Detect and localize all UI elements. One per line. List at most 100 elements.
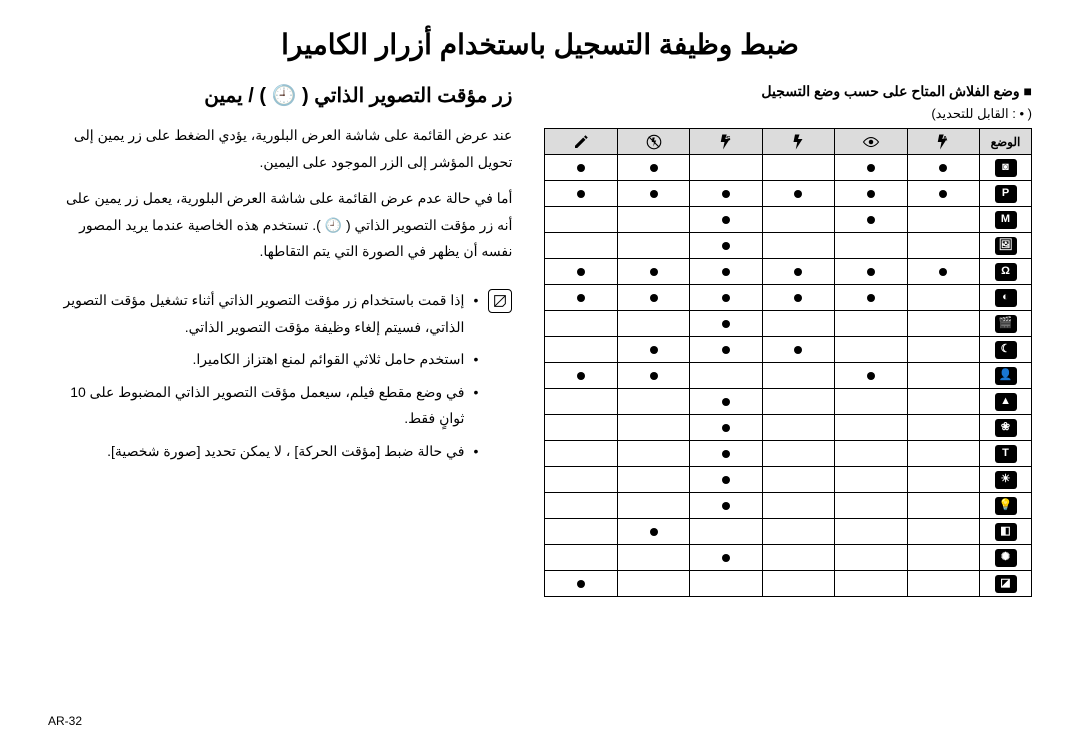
availability-cell: [617, 571, 689, 597]
availability-cell: [907, 493, 979, 519]
table-row: ☀: [545, 467, 1032, 493]
availability-cell: [690, 519, 762, 545]
availability-cell: [545, 389, 618, 415]
availability-cell: [835, 519, 907, 545]
tips-box: إذا قمت باستخدام زر مؤقت التصوير الذاتي …: [48, 287, 512, 471]
availability-cell: [762, 233, 834, 259]
table-row: M: [545, 207, 1032, 233]
dot-icon: [794, 294, 802, 302]
availability-cell: [907, 441, 979, 467]
dot-icon: [650, 268, 658, 276]
availability-cell: [545, 311, 618, 337]
dot-icon: [722, 294, 730, 302]
mode-icon: ❀: [995, 419, 1017, 437]
availability-cell: [545, 467, 618, 493]
dot-icon: [650, 190, 658, 198]
dot-icon: [650, 528, 658, 536]
dot-icon: [939, 190, 947, 198]
flash-mode-section: ■ وضع الفلاش المتاح على حسب وضع التسجيل …: [544, 83, 1032, 597]
availability-cell: [835, 155, 907, 181]
table-row: P: [545, 181, 1032, 207]
flash-mode-table: الوضع A: [544, 128, 1032, 597]
col-mode: الوضع: [980, 129, 1032, 155]
availability-cell: [835, 571, 907, 597]
availability-cell: [907, 285, 979, 311]
availability-cell: [545, 493, 618, 519]
dot-icon: [867, 372, 875, 380]
availability-cell: [690, 207, 762, 233]
availability-cell: [835, 363, 907, 389]
para-menu-hidden: أما في حالة عدم عرض القائمة على شاشة الع…: [48, 185, 512, 265]
mode-icon: ☀: [995, 471, 1017, 489]
tips-icon-wrap: [488, 287, 512, 471]
col-auto-flash: A: [907, 129, 979, 155]
availability-cell: [690, 467, 762, 493]
mode-cell: ☾: [980, 337, 1032, 363]
table-header-row: الوضع A: [545, 129, 1032, 155]
availability-cell: [617, 493, 689, 519]
mode-icon: ◪: [995, 575, 1017, 593]
table-row: ✺: [545, 545, 1032, 571]
table-row: 🖼: [545, 233, 1032, 259]
dot-icon: [577, 372, 585, 380]
availability-cell: [545, 545, 618, 571]
availability-cell: [835, 207, 907, 233]
availability-cell: [690, 493, 762, 519]
col-fill-flash: [762, 129, 834, 155]
mode-cell: 👤: [980, 363, 1032, 389]
dot-icon: [867, 164, 875, 172]
tips-list: إذا قمت باستخدام زر مؤقت التصوير الذاتي …: [48, 287, 478, 471]
table-row: ◧: [545, 519, 1032, 545]
flash-auto-icon: A: [908, 133, 979, 151]
self-timer-title: زر مؤقت التصوير الذاتي ( 🕘 ) / يمين: [48, 83, 512, 108]
flash-slow-icon: S: [690, 133, 761, 151]
eye-icon: [835, 133, 906, 151]
col-redeye: [835, 129, 907, 155]
dot-icon: [867, 190, 875, 198]
availability-cell: [762, 337, 834, 363]
mode-icon: 👤: [995, 367, 1017, 385]
availability-cell: [617, 545, 689, 571]
mode-cell: M: [980, 207, 1032, 233]
mode-icon: T: [995, 445, 1017, 463]
mode-icon: P: [995, 185, 1017, 203]
availability-cell: [545, 233, 618, 259]
availability-cell: [762, 207, 834, 233]
availability-cell: [835, 233, 907, 259]
mode-cell: 💡: [980, 493, 1032, 519]
availability-cell: [617, 519, 689, 545]
dot-icon: [722, 190, 730, 198]
dot-icon: [722, 502, 730, 510]
availability-cell: [545, 285, 618, 311]
availability-cell: [762, 181, 834, 207]
availability-cell: [545, 181, 618, 207]
dot-icon: [794, 346, 802, 354]
col-edit: [545, 129, 618, 155]
availability-cell: [617, 467, 689, 493]
svg-text:S: S: [726, 135, 731, 142]
svg-text:A: A: [943, 135, 948, 142]
availability-cell: [907, 545, 979, 571]
availability-cell: [617, 285, 689, 311]
mode-cell: ❀: [980, 415, 1032, 441]
mode-cell: Ω: [980, 259, 1032, 285]
dot-icon: [794, 268, 802, 276]
dot-icon: [577, 164, 585, 172]
dot-icon: [722, 242, 730, 250]
dot-icon: [722, 424, 730, 432]
table-body: ◙PM🖼Ω◐🎬☾👤▲❀T☀💡◧✺◪: [545, 155, 1032, 597]
availability-cell: [835, 337, 907, 363]
availability-cell: [690, 441, 762, 467]
dot-icon: [722, 398, 730, 406]
dot-icon: [577, 190, 585, 198]
table-row: ▲: [545, 389, 1032, 415]
availability-cell: [762, 493, 834, 519]
mode-icon: ☾: [995, 341, 1017, 359]
mode-cell: ☀: [980, 467, 1032, 493]
availability-cell: [617, 415, 689, 441]
table-row: 💡: [545, 493, 1032, 519]
availability-cell: [690, 571, 762, 597]
two-column-layout: ■ وضع الفلاش المتاح على حسب وضع التسجيل …: [48, 83, 1032, 597]
availability-cell: [617, 363, 689, 389]
mode-cell: ◐: [980, 285, 1032, 311]
